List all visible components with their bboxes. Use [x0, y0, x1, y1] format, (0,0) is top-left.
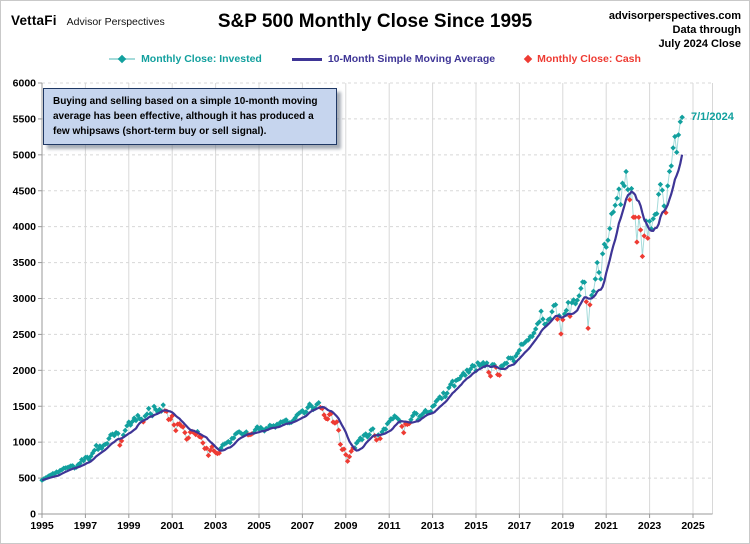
x-tick-label: 2021: [595, 520, 619, 532]
y-tick-label: 1500: [13, 401, 37, 413]
x-tick-label: 2007: [291, 520, 315, 532]
source-data-through: Data through: [672, 24, 741, 36]
x-tick-label: 2005: [247, 520, 271, 532]
legend-item-sma: 10-Month Simple Moving Average: [291, 53, 496, 65]
sma-marker-icon: [291, 57, 322, 61]
y-tick-label: 2000: [13, 365, 37, 377]
y-tick-label: 1000: [13, 437, 37, 449]
y-tick-label: 6000: [13, 78, 37, 90]
cash-marker-icon: [523, 54, 533, 64]
invested-markers: [39, 114, 685, 483]
logo-vettafi-text: VettaFi: [11, 13, 57, 28]
last-point-date-label: 7/1/2024: [691, 111, 734, 123]
y-tick-label: 3500: [13, 257, 37, 269]
annotation-callout: Buying and selling based on a simple 10-…: [43, 88, 337, 145]
logo-advisor-perspectives-text: Advisor Perspectives: [66, 16, 165, 28]
x-tick-label: 2009: [334, 520, 358, 532]
sma-line: [41, 154, 684, 482]
x-tick-label: 2011: [378, 520, 401, 532]
cash-markers: [117, 197, 669, 464]
vettafi-logo: VettaFi Advisor Perspectives: [11, 13, 165, 28]
x-tick-label: 2025: [681, 520, 705, 532]
x-tick-label: 1997: [74, 520, 98, 532]
legend-item-invested: Monthly Close: Invested: [109, 53, 262, 65]
y-tick-label: 5000: [13, 149, 37, 161]
source-site: advisorperspectives.com: [608, 10, 741, 22]
y-tick-label: 0: [30, 509, 36, 521]
legend-label-cash: Monthly Close: Cash: [537, 53, 641, 65]
y-tick-label: 4500: [13, 185, 37, 197]
x-tick-label: 1999: [117, 520, 141, 532]
y-tick-label: 3000: [13, 293, 37, 305]
x-tick-label: 2003: [204, 520, 228, 532]
source-block: advisorperspectives.com Data through Jul…: [609, 9, 741, 51]
chart-title: S&P 500 Monthly Close Since 1995: [217, 11, 533, 32]
y-tick-label: 2500: [13, 329, 37, 341]
x-tick-label: 2015: [464, 520, 488, 532]
x-tick-label: 2017: [508, 520, 532, 532]
legend: Monthly Close: Invested 10-Month Simple …: [1, 53, 749, 65]
y-tick-label: 4000: [13, 221, 37, 233]
source-close-date: July 2024 Close: [658, 38, 741, 50]
x-tick-label: 1995: [30, 520, 54, 532]
legend-item-cash: Monthly Close: Cash: [523, 53, 641, 65]
x-tick-label: 2013: [421, 520, 445, 532]
invested-marker-icon: [109, 54, 136, 64]
legend-label-sma: 10-Month Simple Moving Average: [327, 53, 496, 65]
x-tick-label: 2023: [638, 520, 662, 532]
x-tick-label: 2001: [161, 520, 185, 532]
legend-label-invested: Monthly Close: Invested: [141, 53, 262, 65]
y-tick-label: 5500: [13, 113, 37, 125]
x-tick-label: 2019: [551, 520, 575, 532]
y-tick-label: 500: [18, 473, 36, 485]
